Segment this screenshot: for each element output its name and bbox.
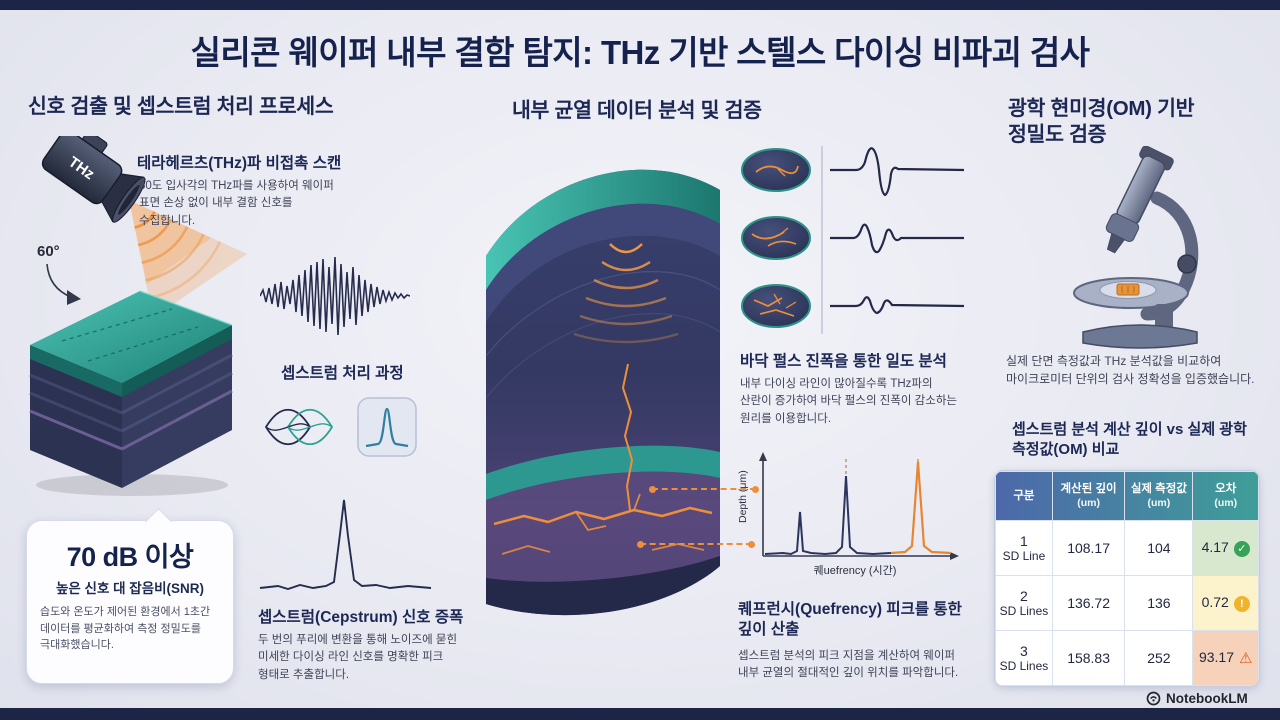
measured-value: 104 [1124, 520, 1194, 576]
top-border-bar [0, 0, 1280, 10]
cepstrum-peak-graph [259, 499, 432, 590]
crack-depth-connector-1 [649, 485, 759, 493]
graph-y-label: Depth (μm) [737, 470, 749, 523]
section-heading-crack-analysis: 내부 균열 데이터 분석 및 검증 [512, 99, 762, 122]
wafer-disc-icon-1 [741, 148, 811, 192]
response-wavelet-2 [830, 223, 964, 254]
page-title: 실리콘 웨이퍼 내부 결함 탐지: THz 기반 스텔스 다이싱 비파괴 검사 [190, 34, 1090, 71]
snr-callout: 70 dB 이상 높은 신호 대 잡음비(SNR) 습도와 온도가 제어된 환경… [26, 508, 234, 684]
response-wavelet-3 [830, 296, 965, 315]
row-label: 3 SD Lines [995, 630, 1053, 686]
cepstrum-transform-icon [264, 397, 417, 457]
calc-depth-value: 108.17 [1051, 520, 1126, 576]
quefrency-heading: 퀘프런시(Quefrency) 피크를 통한 깊이 산출 [738, 601, 962, 639]
row-label: 1 SD Line [995, 520, 1053, 576]
crack-lines [493, 363, 713, 555]
col-header-measured: 실제 측정값 (um) [1124, 471, 1194, 521]
warning-triangle-icon: ⚠ [1239, 650, 1253, 668]
brand-name: NotebookLM [1166, 691, 1248, 706]
brand-badge: NotebookLM [1146, 691, 1248, 706]
incidence-angle-label: 60° [37, 243, 60, 260]
table-header-row: 구분 계산된 깊이 (um) 실제 측정값 (um) 오차 (um) [995, 471, 1259, 521]
quefrency-body: 셉스트럼 분석의 피크 지점을 계산하여 웨이퍼 내부 균열의 절대적인 깊이 … [738, 650, 959, 680]
calc-depth-value: 158.83 [1051, 630, 1126, 686]
error-cell: 4.17 ✓ [1192, 520, 1259, 576]
om-verification-body: 실제 단면 측정값과 THz 분석값을 비교하여 마이크로미터 단위의 검사 정… [1006, 354, 1255, 387]
measured-value: 252 [1124, 630, 1194, 686]
graph-x-label: 퀘uefrency (시간) [814, 564, 897, 577]
cepstrum-process-label: 셉스트럼 처리 과정 [281, 365, 404, 382]
col-header-calc: 계산된 깊이 (um) [1051, 471, 1126, 521]
wafer-cross-section-illustration [485, 169, 721, 616]
calc-depth-value: 136.72 [1051, 575, 1126, 631]
bottom-border-bar [0, 708, 1280, 720]
response-wavelet-1 [830, 147, 965, 197]
peak-box-icon [357, 397, 417, 457]
col-header-error: 오차 (um) [1192, 471, 1259, 521]
measured-value: 136 [1124, 575, 1194, 631]
snr-label: 높은 신호 대 잡음비(SNR) [55, 581, 205, 596]
wafer-disc-response-illustration [741, 146, 965, 334]
cepstrum-amplify-body: 두 번의 푸리에 변환을 통해 노이즈에 묻힌 미세한 다이싱 라인 신호를 명… [258, 634, 458, 681]
table-row: 3 SD Lines 158.83 252 93.17 ⚠ [995, 630, 1259, 686]
amplitude-analysis-heading: 바닥 펄스 진폭을 통한 일도 분석 [740, 353, 947, 370]
thz-ripples [573, 243, 679, 344]
thz-camera-beam-illustration: THz 60° [37, 136, 247, 318]
wafer-3d-illustration [29, 290, 233, 496]
microscope-icon [1073, 146, 1199, 349]
error-cell: 0.72! [1192, 575, 1259, 631]
thz-scan-body: 60도 입사각의 THz파를 사용하여 웨이퍼 표면 손상 없이 내부 결함 신… [139, 180, 334, 227]
thz-camera-icon: THz [41, 136, 146, 223]
section-heading-om-verification: 광학 현미경(OM) 기반 정밀도 검증 [1008, 97, 1195, 146]
check-icon: ✓ [1233, 540, 1250, 557]
comparison-table-title: 셉스트럼 분석 계산 깊이 vs 실제 광학 측정값(OM) 비교 [1012, 421, 1247, 458]
notebooklm-logo-icon [1146, 691, 1161, 706]
raw-signal-waveform [260, 256, 410, 336]
wafer-disc-icon-2 [741, 216, 811, 260]
exclamation-icon: ! [1233, 595, 1250, 612]
quefrency-graph: Depth (μm) 퀘uefrency (시간) [737, 452, 959, 577]
callout-tail [145, 508, 172, 535]
table-row: 1 SD Line 108.17 104 4.17 ✓ [995, 520, 1259, 576]
row-label: 2 SD Lines [995, 575, 1053, 631]
snr-value: 70 dB 이상 [66, 542, 194, 572]
error-cell: 93.17 ⚠ [1192, 630, 1259, 686]
comparison-table: 구분 계산된 깊이 (um) 실제 측정값 (um) 오차 (um) 1 SD Line… [994, 470, 1260, 687]
snr-body: 습도와 온도가 제어된 환경에서 1초간 데이터를 평균화하여 측정 정밀도를 … [40, 606, 211, 651]
section-heading-signal-process: 신호 검출 및 셉스트럼 처리 프로세스 [28, 95, 334, 118]
col-header-group: 구분 [995, 471, 1053, 521]
amplitude-analysis-body: 내부 다이싱 라인이 많아질수록 THz파의 산란이 증가하여 바닥 펄스의 진… [740, 378, 957, 425]
cepstrum-amplify-heading: 셉스트럼(Cepstrum) 신호 증폭 [258, 609, 464, 626]
wafer-disc-icon-3 [741, 284, 811, 328]
table-row: 2 SD Lines 136.72 136 0.72! [995, 575, 1259, 631]
thz-scan-heading: 테라헤르츠(THz)파 비접촉 스캔 [137, 155, 342, 172]
crack-depth-connector-2 [637, 540, 755, 548]
